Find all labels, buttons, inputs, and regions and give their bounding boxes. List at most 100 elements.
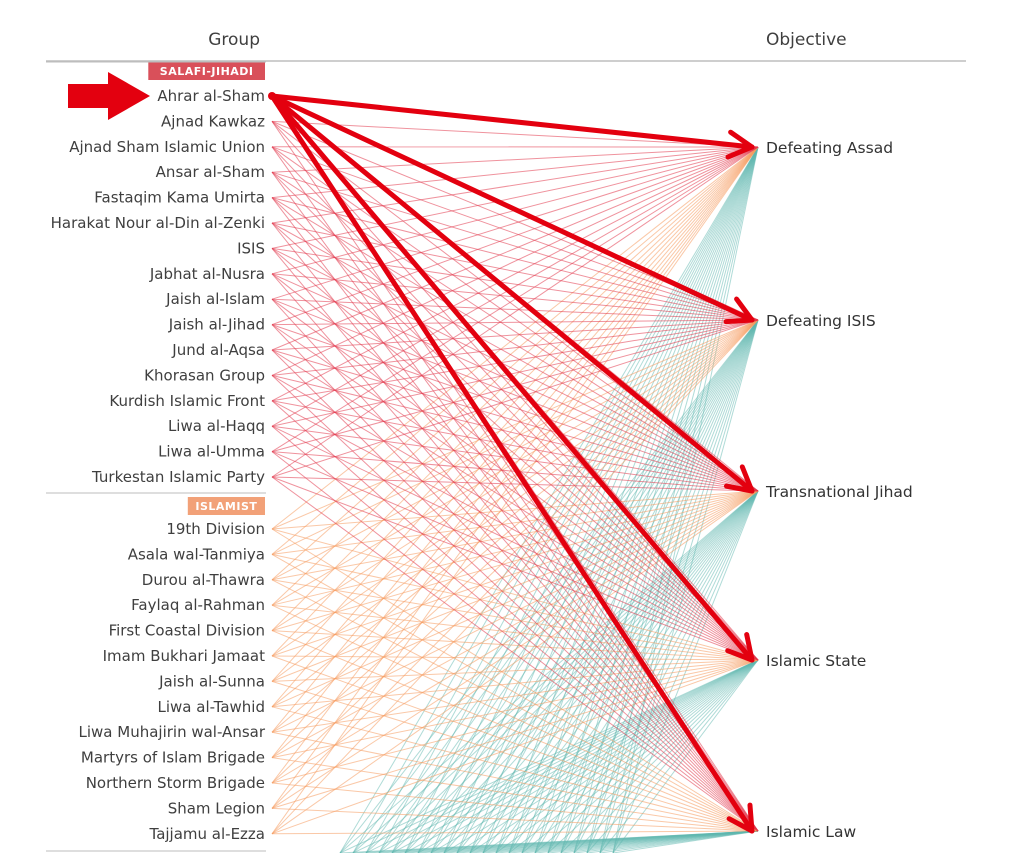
group-label-faylaq-al-rahman[interactable]: Faylaq al-Rahman [131,596,265,614]
connection-line [271,324,759,661]
objective-label-defeating-isis[interactable]: Defeating ISIS [766,312,876,330]
connection-line [271,425,759,492]
group-label-jabhat-al-nusra[interactable]: Jabhat al-Nusra [149,265,265,283]
group-label-khorasan-group[interactable]: Khorasan Group [144,366,265,384]
connection-line [271,319,759,708]
connection-line [271,490,759,530]
group-label-ahrar-al-sham[interactable]: Ahrar al-Sham [157,87,265,105]
connection-line [271,171,759,321]
connection-line [271,146,759,809]
group-label-northern-storm-brigade[interactable]: Northern Storm Brigade [86,774,265,792]
connection-line [271,349,759,661]
group-label-durou-al-thawra[interactable]: Durou al-Thawra [142,571,265,589]
group-label-imam-bukhari-jamaat[interactable]: Imam Bukhari Jamaat [103,647,266,665]
category-label-islamist: ISLAMIST [195,500,257,513]
connection-line [271,782,759,832]
group-label-turkestan-islamic-party[interactable]: Turkestan Islamic Party [91,468,265,486]
connection-line [271,490,759,555]
connection-line [271,197,759,661]
group-label-isis[interactable]: ISIS [237,239,265,257]
connection-line [271,757,759,832]
connection-line [365,659,759,853]
connection-line [271,146,759,478]
group-label-fastaqim-kama-umirta[interactable]: Fastaqim Kama Umirta [94,189,265,207]
connection-line [271,319,759,326]
connection-line [271,476,759,832]
connection-line [271,553,759,661]
connection-line [271,146,759,321]
group-label-ansar-al-sham[interactable]: Ansar al-Sham [156,163,265,181]
group-label-kurdish-islamic-front[interactable]: Kurdish Islamic Front [109,392,265,410]
connection-line [271,528,759,661]
annotation-layer [68,72,755,834]
group-label-tajjamu-al-ezza[interactable]: Tajjamu al-Ezza [149,825,265,843]
group-label-harakat-nour-al-din-al-zenki[interactable]: Harakat Nour al-Din al-Zenki [51,214,265,232]
group-column-header: Group [208,30,260,50]
group-label-liwa-al-haqq[interactable]: Liwa al-Haqq [168,417,265,435]
connection-line [271,171,759,492]
connection-line [271,146,759,631]
connection-line [404,490,759,853]
group-label-jaish-al-jihad[interactable]: Jaish al-Jihad [168,316,265,334]
connection-line [547,319,759,853]
connection-line [271,171,759,661]
connection-line [271,319,759,478]
connection-line [271,197,759,492]
group-label-liwa-muhajirin-wal-ansar[interactable]: Liwa Muhajirin wal-Ansar [79,723,266,741]
group-label-first-coastal-division[interactable]: First Coastal Division [109,622,265,640]
group-label-liwa-al-tawhid[interactable]: Liwa al-Tawhid [158,698,265,716]
connection-line [339,146,759,853]
group-label-ajnad-kawkaz[interactable]: Ajnad Kawkaz [161,112,265,130]
connection-line [271,222,759,661]
connection-line [456,319,759,853]
connection-line [271,490,759,835]
connection-line [586,659,759,853]
highlight-arrow-transnational-jihad [269,93,755,494]
connection-line [456,146,759,853]
connection-line [271,476,759,492]
objective-label-islamic-state[interactable]: Islamic State [766,652,866,670]
group-label-ajnad-sham-islamic-union[interactable]: Ajnad Sham Islamic Union [69,138,265,156]
connection-line [271,146,759,351]
connection-line [271,490,759,784]
connection-line [443,490,759,853]
connection-line [271,146,759,402]
connection-line [271,146,759,758]
objective-label-transnational-jihad[interactable]: Transnational Jihad [765,483,913,501]
connection-line [271,319,759,758]
group-label-19th-division[interactable]: 19th Division [166,520,265,538]
connection-line [271,324,759,492]
group-label-jund-al-aqsa[interactable]: Jund al-Aqsa [171,341,265,359]
connection-line [271,298,759,492]
connection-line [586,146,759,853]
group-label-martyrs-of-islam-brigade[interactable]: Martyrs of Islam Brigade [81,749,265,767]
connection-line [547,659,759,853]
connection-line [378,659,759,853]
group-label-jaish-al-sunna[interactable]: Jaish al-Sunna [158,672,265,690]
connection-line [271,146,759,453]
connection-line [271,400,759,661]
group-label-liwa-al-umma[interactable]: Liwa al-Umma [158,443,265,461]
objective-label-islamic-law[interactable]: Islamic Law [766,823,856,841]
connection-line [271,374,759,492]
red-arrow-pointer [68,72,150,120]
connection-line [443,659,759,853]
group-label-jaish-al-islam[interactable]: Jaish al-Islam [165,290,265,308]
connection-line [352,146,759,853]
connection-line [271,146,759,708]
connection-line [271,146,759,300]
connection-line [508,319,759,853]
connection-line [271,319,759,402]
connection-line [271,319,759,376]
connection-line [599,319,759,853]
connection-line [271,490,759,733]
connection-line [586,490,759,853]
connection-line [391,146,759,853]
group-label-sham-legion[interactable]: Sham Legion [168,799,265,817]
connection-line [271,298,759,661]
connection-line [271,400,759,492]
connection-line [271,476,759,661]
group-label-asala-wal-tanmiya[interactable]: Asala wal-Tanmiya [128,545,265,563]
objective-label-defeating-assad[interactable]: Defeating Assad [766,139,893,157]
connection-line [271,319,759,733]
